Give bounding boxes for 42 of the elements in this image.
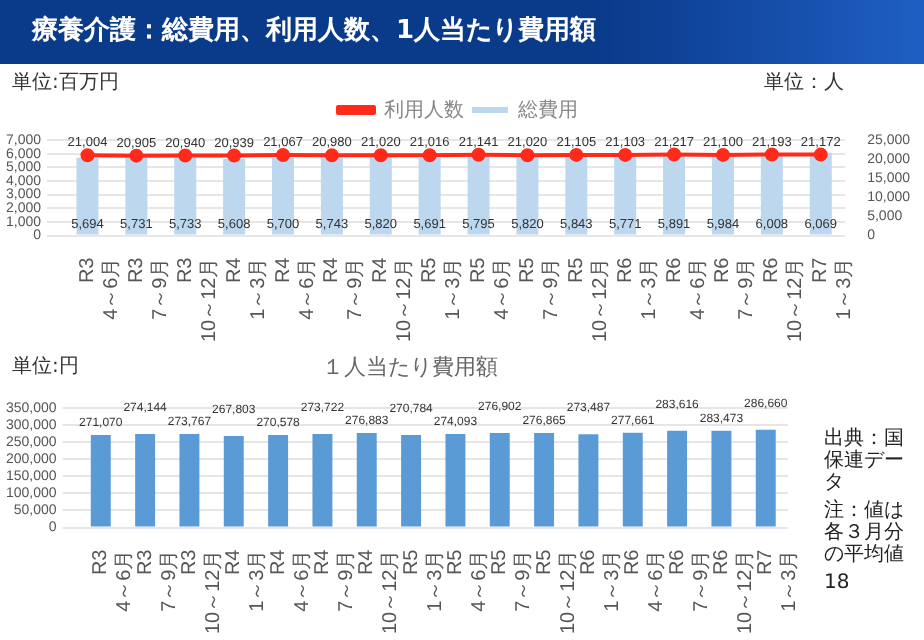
x-tick-label: R6 1～3月 [577, 548, 624, 612]
x-tick-label: R4 10～12月 [356, 548, 403, 635]
x-tick-label: R5 1～3月 [419, 256, 466, 320]
y2-axis-title: 単位：人 [764, 70, 844, 96]
x-tick-label: R3 10～12月 [174, 256, 221, 343]
text: 18 [824, 572, 852, 594]
x-tick-label: R4 4～6月 [272, 256, 319, 320]
x-tick-label: R5 1～3月 [400, 548, 447, 612]
x-tick-label: R3 4～6月 [90, 548, 137, 612]
x-tick-label: R7 1～3月 [755, 548, 802, 612]
chart-title: 療養介護：総費用、利用人数、1人当たり費用額 [0, 0, 924, 64]
x-tick-label: R4 10～12月 [370, 256, 417, 343]
x-tick-label: R4 7～9月 [311, 548, 358, 612]
legend-label: 利用人数 [384, 97, 464, 122]
x-tick-label: R6 10～12月 [710, 548, 757, 635]
x-tick-label: R3 7～9月 [134, 548, 181, 612]
x-tick-label: R6 4～6月 [622, 548, 669, 612]
x-tick-label: R4 1～3月 [223, 548, 270, 612]
x-tick-label: R4 1～3月 [223, 256, 270, 320]
x-tick-label: R6 10～12月 [761, 256, 808, 343]
x-tick-label: R6 4～6月 [663, 256, 710, 320]
chart-title: １人当たり費用額 [322, 354, 498, 380]
y-axis-title: 単位:百万円 [12, 70, 119, 96]
x-tick-label: R3 4～6月 [76, 256, 123, 320]
x-tick-label: R6 7～9月 [666, 548, 713, 612]
x-tick-label: R3 7～9月 [125, 256, 172, 320]
x-tick-label: R5 4～6月 [468, 256, 515, 320]
x-tick-label: R4 7～9月 [321, 256, 368, 320]
text: 注：値は各３月分の平均値 [824, 500, 906, 566]
x-tick-label: R5 10～12月 [565, 256, 612, 343]
x-tick-label: R6 7～9月 [712, 256, 759, 320]
legend-label: 総費用 [516, 97, 578, 122]
x-tick-label: R5 10～12月 [533, 548, 580, 635]
source-note: 出典：国保連データ [824, 428, 906, 494]
x-tick-label: R4 4～6月 [267, 548, 314, 612]
x-tick-label: R6 1～3月 [614, 256, 661, 320]
x-tick-label: R3 10～12月 [178, 548, 225, 635]
x-tick-label: R5 7～9月 [516, 256, 563, 320]
y-axis-title: 単位:円 [12, 354, 79, 380]
x-tick-label: R5 7～9月 [489, 548, 536, 612]
x-tick-label: R5 4～6月 [444, 548, 491, 612]
x-tick-label: R7 1～3月 [810, 256, 857, 320]
